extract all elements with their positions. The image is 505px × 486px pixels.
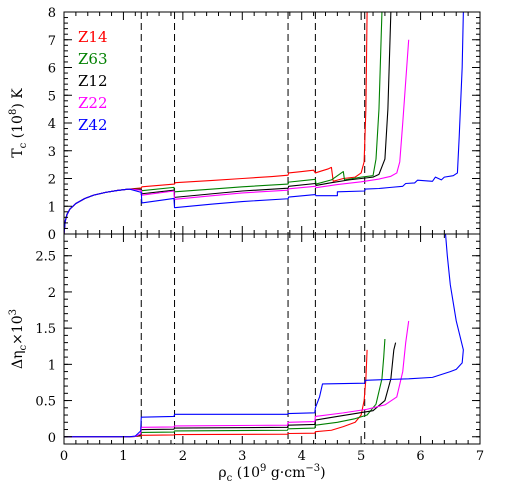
top-y-tick-label: 2 (48, 173, 56, 188)
top-vertical-lines (140, 12, 366, 234)
top-series-group (64, 12, 464, 234)
legend-entry-z14: Z14 (78, 28, 108, 46)
x-axis-symbol: ρ (218, 465, 226, 481)
x-axis-tail2: ) (320, 465, 325, 481)
x-tick-label: 5 (357, 449, 365, 464)
bottom-plot-frame (63, 233, 481, 445)
bottom-y-axis-label: Δηc×103 (8, 309, 29, 369)
bottom-y-tick-label: 0 (48, 431, 56, 446)
legend-entry-z12: Z12 (78, 72, 108, 90)
legend-entry-z22: Z22 (78, 94, 108, 112)
bottom-series-z63-line (64, 338, 386, 438)
bottom-y-axis-sub: c (18, 345, 29, 351)
bottom-y-tick-labels: 0 0.5 1 1.5 2 2.5 (35, 250, 56, 446)
x-tick-label: 3 (238, 449, 246, 464)
top-series-z22-line (64, 39, 410, 234)
top-series-z42-line (64, 12, 464, 234)
top-y-axis-sub: c (18, 142, 29, 148)
bottom-series-z14-line (64, 349, 368, 438)
bottom-series-z42-line (64, 234, 464, 438)
bottom-y-axis-exp: 3 (8, 309, 19, 315)
bottom-y-tick-label: 1 (48, 358, 56, 373)
bottom-y-tick-label: 2 (48, 286, 56, 301)
top-y-tick-label: 5 (48, 89, 56, 104)
top-y-tick-label: 1 (48, 200, 56, 215)
x-tick-label: 1 (119, 449, 127, 464)
top-y-tick-label: 3 (48, 145, 56, 160)
top-y-tick-label: 0 (48, 228, 56, 243)
bottom-series-z12-line (64, 342, 397, 438)
bottom-y-axis-symbol: Δη (10, 351, 26, 370)
bottom-series-z22-line (64, 320, 410, 438)
bottom-y-tick-label: 2.5 (35, 250, 56, 265)
top-plot-frame (63, 11, 481, 235)
bottom-y-tick-label: 1.5 (35, 322, 56, 337)
bottom-y-tick-label: 0.5 (35, 395, 56, 410)
legend: Z14 Z63 Z12 Z22 Z42 (78, 28, 108, 134)
x-axis-tail1: g·cm (266, 465, 305, 481)
x-tick-label: 6 (416, 449, 424, 464)
x-axis-exp2: −3 (305, 463, 320, 474)
legend-entry-z63: Z63 (78, 50, 108, 68)
top-y-axis-symbol: T (10, 148, 26, 158)
top-series-z12-line (64, 12, 392, 234)
top-y-axis-label: Tc (108) K (8, 88, 29, 158)
bottom-ticks (63, 233, 481, 445)
x-axis-exp: 9 (260, 463, 266, 474)
x-tick-labels: 0 1 2 3 4 5 6 7 (60, 449, 484, 464)
top-y-axis-tail: ) K (10, 88, 26, 109)
top-ticks (63, 11, 481, 235)
x-axis-sub: c (227, 473, 233, 484)
x-axis-units: (10 (232, 465, 260, 481)
x-tick-label: 4 (298, 449, 306, 464)
top-y-tick-label: 4 (48, 117, 56, 132)
top-y-tick-label: 7 (48, 34, 56, 49)
bottom-y-axis-units: ×10 (10, 315, 26, 345)
bottom-vertical-lines (140, 234, 366, 444)
top-y-axis-exp: 8 (8, 109, 19, 115)
legend-entry-z42: Z42 (78, 116, 108, 134)
top-series-z14-line (64, 12, 368, 234)
top-series-z63-line (64, 12, 383, 234)
x-axis-label: ρc (109 g·cm−3) (218, 463, 325, 484)
bottom-series-group (64, 234, 464, 438)
top-y-tick-labels: 0 1 2 3 4 5 6 7 8 (48, 6, 56, 243)
top-y-axis-units: (10 (10, 115, 26, 143)
x-tick-label: 0 (60, 449, 68, 464)
x-tick-label: 7 (476, 449, 484, 464)
x-tick-label: 2 (179, 449, 187, 464)
top-y-tick-label: 8 (48, 6, 56, 21)
top-y-tick-label: 6 (48, 62, 56, 77)
